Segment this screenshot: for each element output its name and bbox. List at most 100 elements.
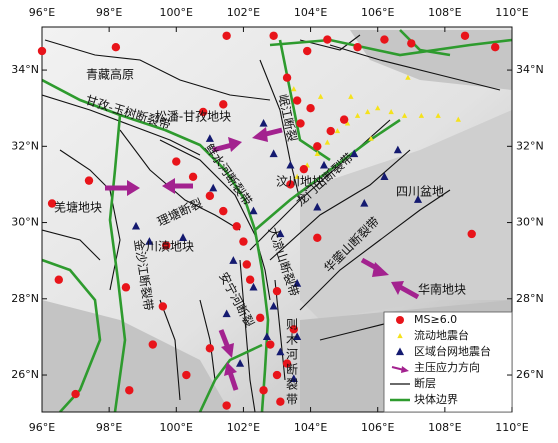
place-label: 则木河断裂带 [285, 318, 299, 408]
earthquake [222, 401, 231, 410]
earthquake [266, 340, 275, 349]
y-tick-label: 34°N [11, 63, 39, 76]
place-label: 青藏高原 [86, 67, 134, 82]
earthquake [84, 176, 94, 185]
earthquake [323, 35, 332, 44]
earthquake [188, 172, 198, 182]
y-tick-label: 28°N [11, 292, 39, 305]
station [413, 195, 423, 203]
earthquake [303, 46, 312, 56]
x-tick-label: 108°E [428, 6, 461, 19]
x-tick-label: 106°E [361, 6, 394, 19]
earthquake [306, 103, 315, 113]
x-tick-label: 104°E [294, 421, 327, 434]
station [435, 112, 441, 118]
earthquake [232, 222, 241, 231]
earthquake [272, 370, 282, 380]
station [249, 206, 258, 215]
x-tick-label: 108°E [428, 421, 461, 434]
station [294, 173, 300, 179]
station [405, 74, 411, 80]
earthquake [326, 126, 335, 136]
frame [41, 26, 513, 413]
place-label: 四川盆地 [396, 185, 444, 199]
earthquake [242, 260, 251, 269]
legend-label: 断层 [414, 376, 436, 390]
x-tick-label: 96°E [29, 6, 55, 19]
station [293, 332, 302, 341]
earthquake [182, 370, 191, 380]
earthquake [380, 35, 389, 44]
earthquake [407, 39, 416, 48]
x-tick-label: 110°E [495, 6, 528, 19]
station [293, 279, 302, 287]
earthquake [205, 344, 215, 353]
stress-arrows [105, 127, 420, 391]
earthquake [47, 199, 57, 208]
place-label: 川滇地块 [146, 240, 194, 254]
earthquake [353, 43, 362, 52]
station [350, 149, 359, 158]
station [286, 160, 295, 169]
earthquake [205, 191, 215, 201]
earthquake [256, 313, 265, 323]
earthquake [299, 164, 309, 174]
legend-box [383, 311, 513, 413]
station [291, 86, 297, 92]
station [236, 359, 245, 367]
y-tick-label: 30°N [11, 216, 39, 229]
x-tick-label: 96°E [29, 421, 55, 434]
terrain [42, 27, 512, 412]
station [324, 139, 331, 145]
y-tick-label: 26°N [516, 368, 544, 381]
earthquake [460, 31, 470, 40]
earthquake [296, 119, 305, 128]
earthquake [276, 397, 285, 406]
earthquake [121, 283, 131, 292]
earthquake [222, 31, 231, 40]
legend-marker [396, 316, 404, 324]
place-label: 汶川地块 [276, 174, 324, 189]
earthquake [54, 275, 63, 284]
earthquake [37, 46, 47, 56]
legend-marker [397, 333, 403, 339]
earthquake [282, 359, 292, 368]
station [229, 256, 238, 264]
station [317, 93, 324, 99]
station [289, 374, 298, 382]
earthquake [245, 275, 255, 284]
earthquake [162, 241, 171, 250]
station [360, 198, 369, 207]
earthquake [259, 386, 268, 395]
earthquake [148, 340, 157, 349]
station [418, 112, 425, 118]
station [364, 109, 371, 115]
x-tick-label: 98°E [96, 421, 122, 434]
y-tick-label: 26°N [11, 368, 39, 381]
x-tick-label: 102°E [227, 421, 260, 434]
earthquake [219, 100, 228, 109]
earthquake [491, 43, 500, 52]
station [319, 160, 329, 169]
station [313, 202, 322, 211]
station [262, 332, 271, 341]
earthquake [125, 386, 134, 395]
earthquake [313, 142, 322, 151]
station [259, 118, 268, 127]
earthquake [313, 233, 322, 242]
earthquake [286, 180, 295, 189]
station [269, 301, 278, 310]
place-label: 华南地块 [418, 282, 466, 297]
place-label: 羌塘地块 [54, 200, 102, 215]
y-tick-label: 32°N [11, 139, 39, 152]
station [209, 183, 218, 192]
x-tick-label: 102°E [227, 6, 260, 19]
station [348, 93, 354, 99]
station [276, 347, 285, 356]
earthquake [219, 206, 228, 216]
station [401, 112, 408, 118]
earthquake [71, 389, 80, 399]
earthquake [269, 31, 278, 40]
